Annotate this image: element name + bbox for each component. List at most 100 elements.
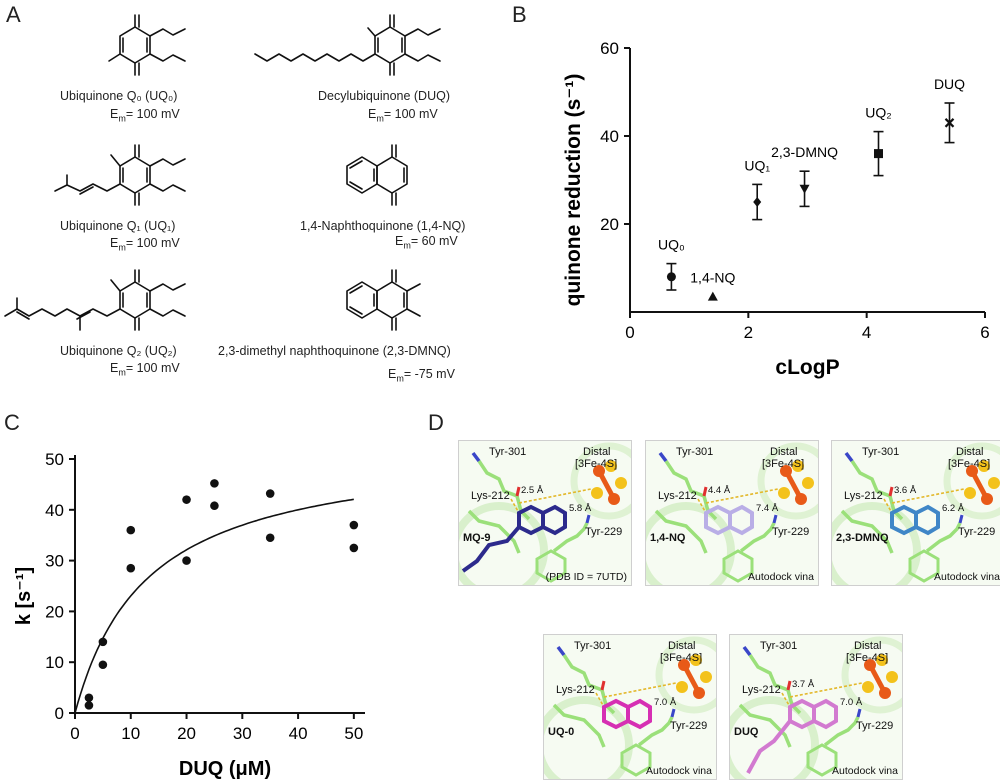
distance-label-1: 4.4 Å [708,485,731,496]
data-point [753,197,762,207]
oxygen-atom [888,486,894,497]
mol-name-uq2: Ubiquinone Q₂ (UQ₂) [60,344,177,358]
tyr229-ring [620,743,652,777]
mol-name-duq: Decylubiquinone (DUQ) [318,89,451,103]
x-tick-label: 20 [177,724,196,743]
distal-cluster-label: [3Fe-4S] [846,652,888,664]
distance-line [891,488,965,504]
y-tick-label: 20 [600,215,619,234]
nitrogen-atom [742,645,752,657]
distal-cluster-label: [3Fe-4S] [762,458,804,470]
tyr229-ring [806,743,838,777]
lys212-label: Lys-212 [471,490,510,502]
ligand-label: UQ-0 [548,726,574,738]
tyr229-stick [552,522,589,553]
sulfur-atom [886,671,898,683]
fit-curve [74,498,354,714]
footer-label: Autodock vina [646,765,712,777]
point-label: 1,4-NQ [690,270,735,286]
nitrogen-atom [958,514,964,524]
x-marker-stroke [944,118,955,128]
docking-render: Tyr-301 Distal[3Fe-4S] Lys-212 Tyr-229 3.7 Å… [730,636,902,779]
14nq-structure [346,144,408,206]
ribbon-background [459,502,548,585]
lys212-label: Lys-212 [742,684,781,696]
em-14nq: Em= 60 mV [395,234,458,251]
oxygen-atom [515,486,521,497]
distance-label-1: 3.7 Å [792,679,815,690]
data-point [98,660,108,670]
lys212-stick [840,509,894,554]
x-tick-label: 2 [744,323,753,342]
distal-label: Distal [854,640,882,652]
panel-label-b: B [512,2,527,27]
nitrogen-atom [658,451,668,463]
x-tick-label: 6 [980,323,989,342]
iron-atom [780,465,792,477]
point-label: DUQ [934,76,965,92]
y-axis-title: k [s⁻¹] [13,567,35,625]
distal-label: Distal [956,446,984,458]
tyr229-stick [823,716,860,747]
nitrogen-atom [670,708,676,718]
tyr301-label: Tyr-301 [489,446,526,458]
x-tick-label: 10 [121,724,140,743]
distal-cluster-label: [3Fe-4S] [575,458,617,470]
sulfur-atom [978,460,990,472]
oxygen-atom [600,680,606,691]
em-uq1: Em= 100 mV [110,236,180,253]
data-point [799,184,810,194]
distal-cluster-label: [3Fe-4S] [660,652,702,664]
ligand-label: 1,4-NQ [650,532,686,544]
distance-label-2: 7.0 Å [654,697,677,708]
nitrogen-atom [856,708,862,718]
data-point [210,501,219,511]
distal-label: Distal [668,640,696,652]
ligand-ring [728,504,754,536]
data-point [98,637,108,647]
data-point [84,701,94,710]
distance-line [518,488,592,504]
lys212-stick [738,703,792,748]
tyr301-label: Tyr-301 [676,446,713,458]
distance-line [603,682,677,698]
nitrogen-atom [471,451,481,463]
iron-atom [864,659,876,671]
ligand-ring [812,698,838,730]
distance-label-2: 7.4 Å [756,503,779,514]
tyr229-ring [908,549,940,583]
distance-label-2: 7.0 Å [840,697,863,708]
sulfur-atom [615,477,627,489]
nitrogen-atom [772,514,778,524]
tyr301-label: Tyr-301 [862,446,899,458]
data-point [666,272,676,282]
point-label: UQ₀ [658,237,685,253]
em-uq2: Em= 100 mV [110,361,180,378]
x-tick-label: 4 [862,323,871,342]
iron-atom [879,687,891,699]
ligand-ring [626,698,652,730]
mol-name-uq1: Ubiquinone Q₁ (UQ₁) [60,219,176,233]
tyr229-label: Tyr-229 [958,526,995,538]
oxygen-atom [702,486,708,497]
y-tick-label: 50 [45,450,64,469]
lys212-label: Lys-212 [658,490,697,502]
sulfur-atom [876,654,888,666]
nitrogen-atom [556,645,566,657]
distal-label: Distal [770,446,798,458]
iron-atom [678,659,690,671]
panel-label-a: A [6,2,21,27]
chart-c-kinetics: 0 10 20 30 40 50 0 10 20 30 40 50 DUQ (μM) k [s⁻¹] [13,450,365,780]
y-tick-label: 20 [45,602,64,621]
x-tick-label: 50 [344,724,363,743]
panel-label-d: D [428,410,444,435]
docking-panel: Tyr-301 Distal [3Fe-4S] Lys-212 Tyr-229 2.5 Å… [458,440,632,586]
y-tick-label: 40 [600,127,619,146]
distance-line [595,692,605,708]
docking-render: Tyr-301 Distal[3Fe-4S] Lys-212 Tyr-229 2.5 Å… [459,442,631,585]
x-tick-label: 0 [625,323,634,342]
sulfur-atom [778,487,790,499]
tyr229-label: Tyr-229 [856,720,893,732]
point-label: 2,3-DMNQ [771,144,838,160]
y-tick-label: 30 [45,552,64,571]
